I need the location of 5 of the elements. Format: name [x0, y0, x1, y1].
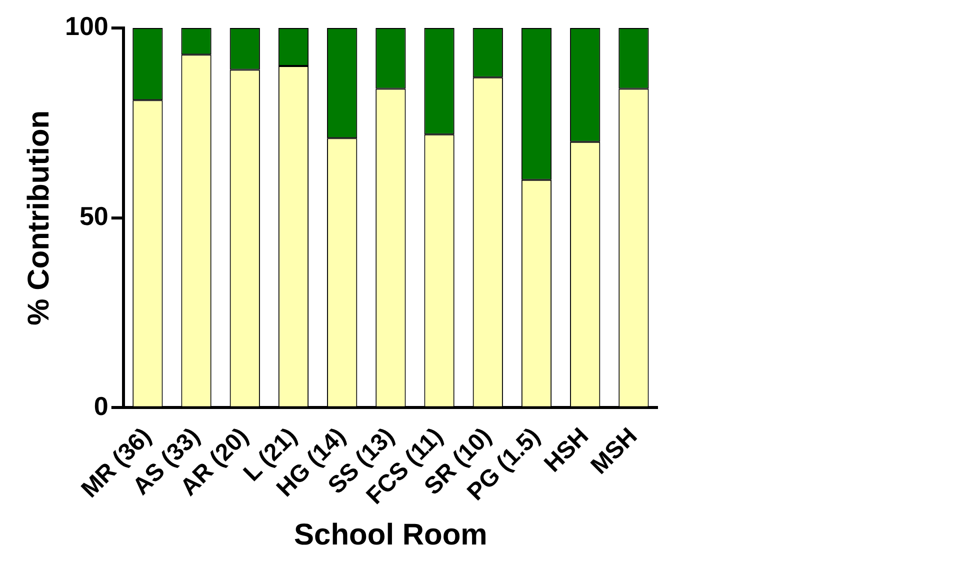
y-tick-label: 100: [64, 11, 108, 42]
x-axis-title: School Room: [294, 518, 488, 552]
y-tick-label: 0: [94, 390, 108, 421]
y-axis-title: % Contribution: [22, 110, 56, 326]
y-tick-label: 50: [79, 201, 108, 232]
